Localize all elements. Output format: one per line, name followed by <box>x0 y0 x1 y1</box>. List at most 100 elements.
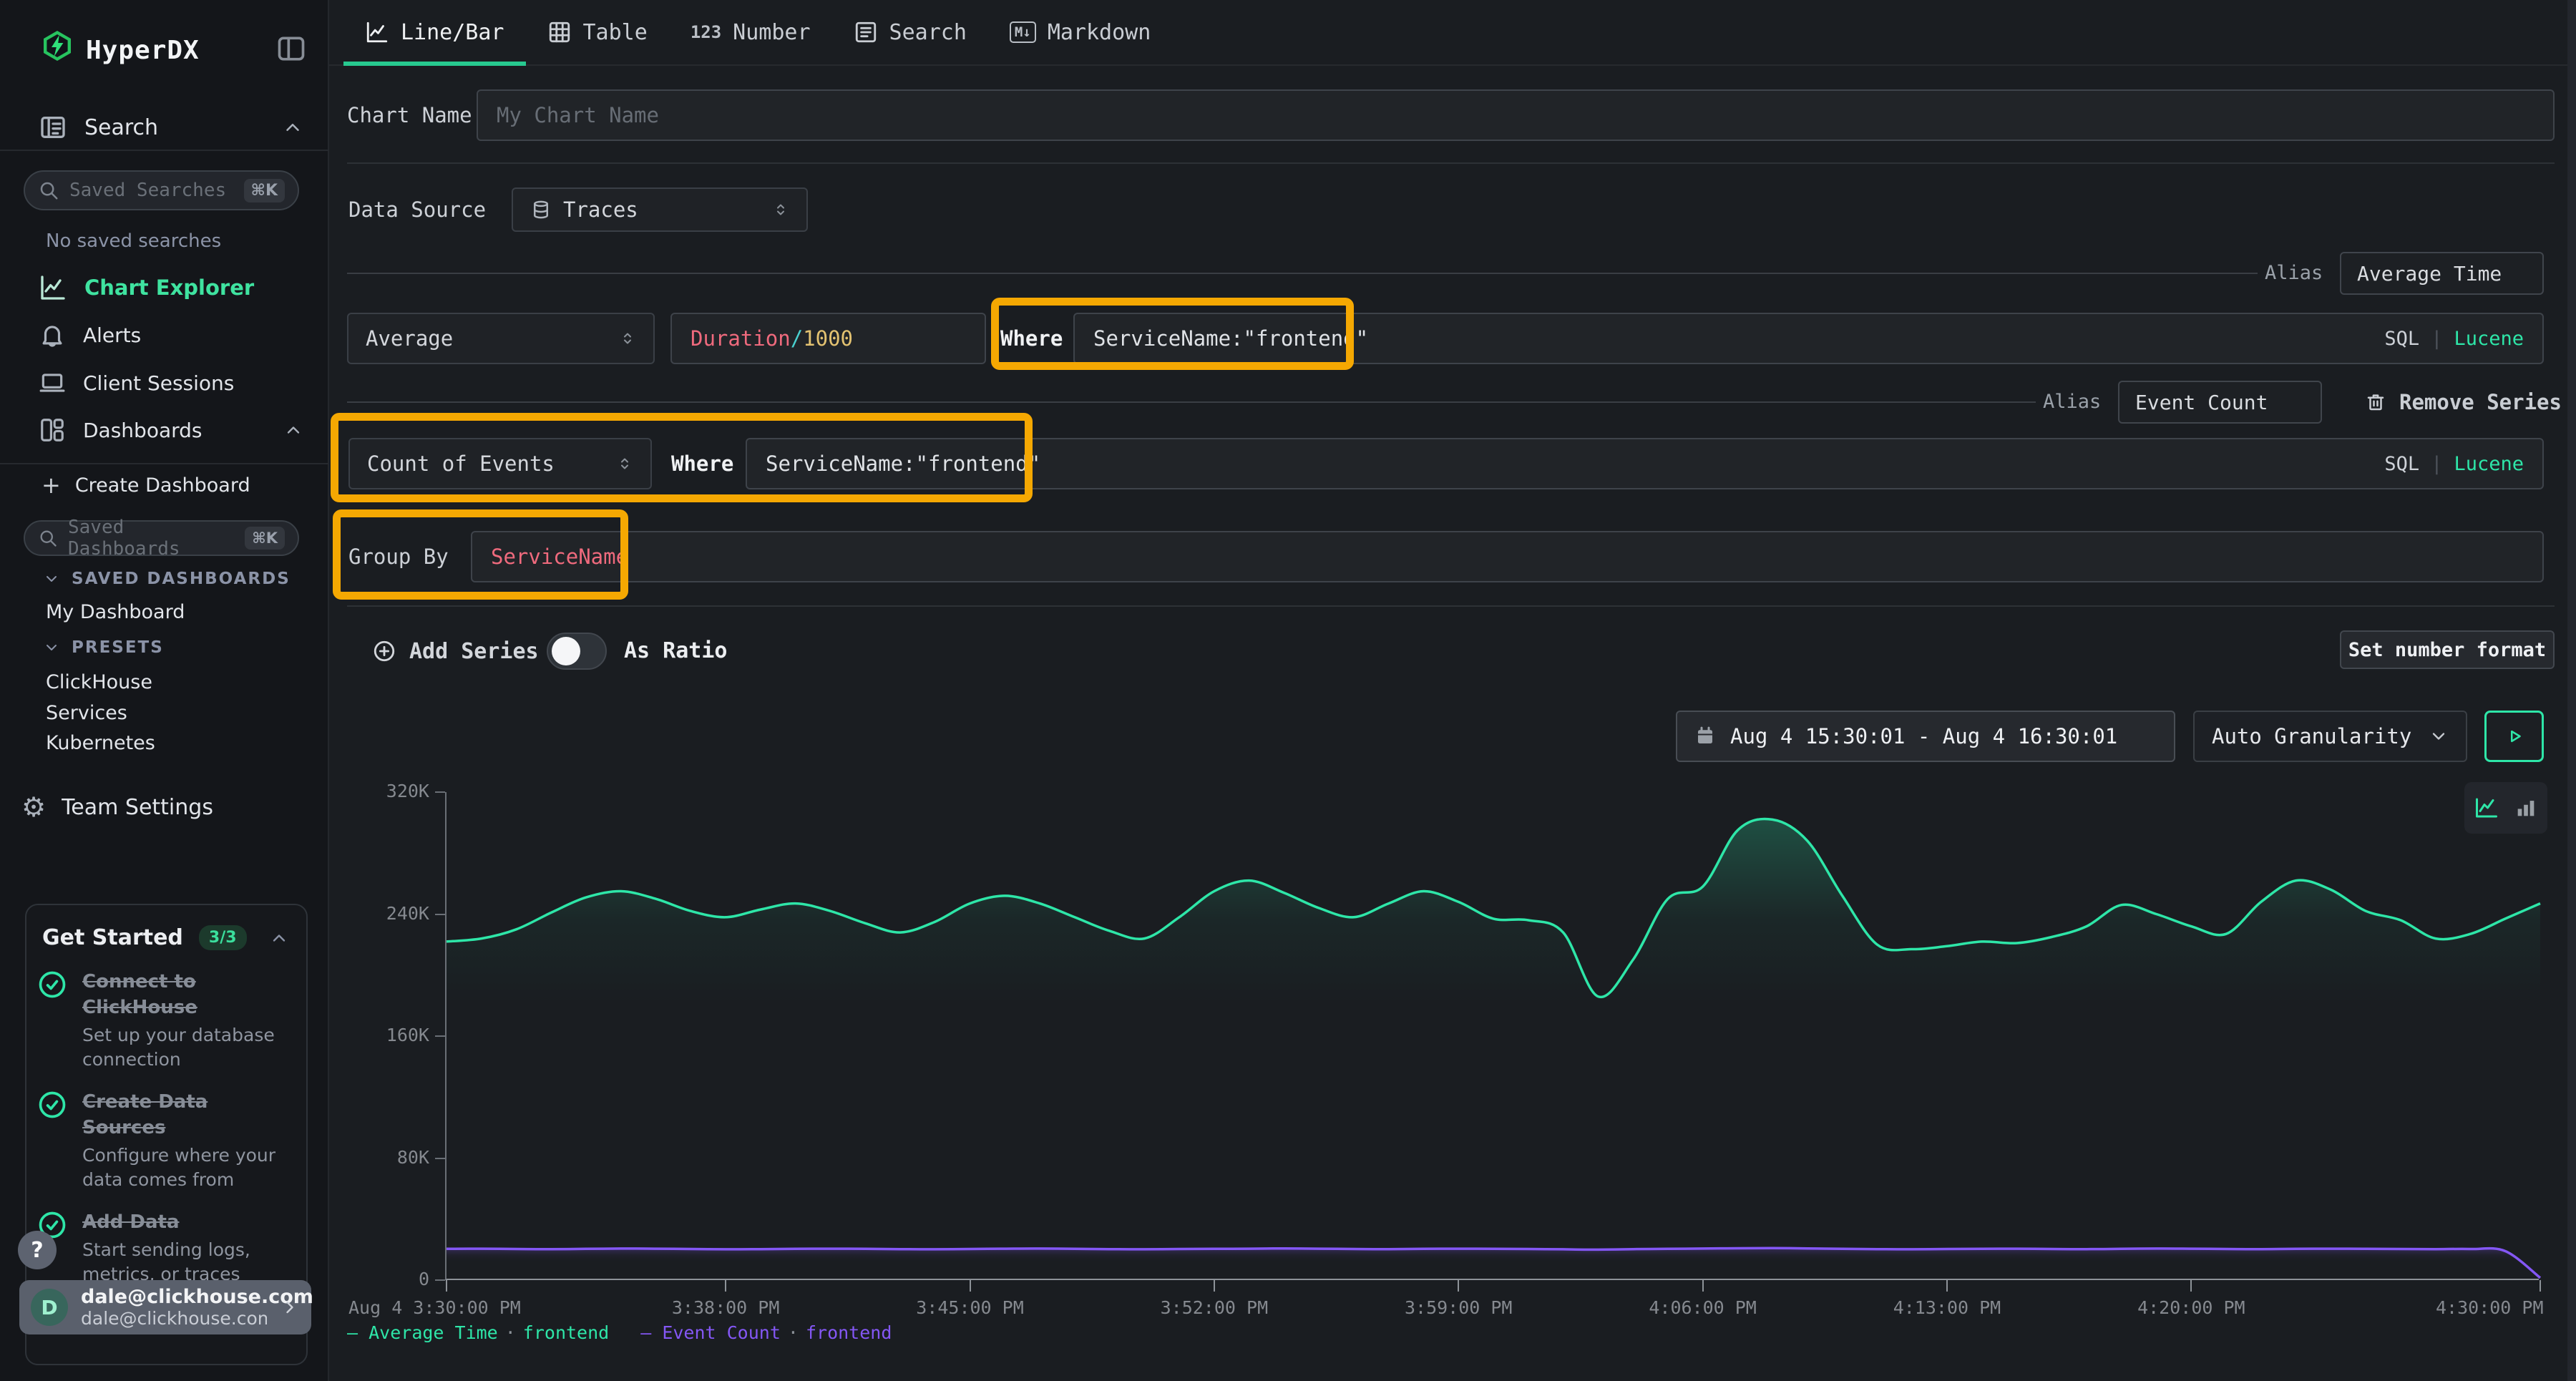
x-axis-label: 3:45:00 PM <box>916 1297 1024 1318</box>
user-card[interactable]: D dale@clickhouse.com dale@clickhouse.co… <box>19 1280 313 1334</box>
y-axis-label: 0 <box>418 1269 429 1289</box>
check-circle-icon <box>36 969 68 1000</box>
client-sessions-label: Client Sessions <box>83 371 235 395</box>
x-axis-label: 4:20:00 PM <box>2137 1297 2245 1318</box>
field-token: Duration <box>691 326 791 351</box>
create-dashboard-button[interactable]: + Create Dashboard <box>42 467 299 504</box>
tab-number[interactable]: 123 Number <box>690 19 811 45</box>
sidebar-item-services[interactable]: Services <box>46 702 127 724</box>
bar-chart-icon[interactable] <box>2514 796 2538 820</box>
sidebar-item-dashboards[interactable]: Dashboards <box>39 410 303 450</box>
field-input[interactable]: Duration/1000 <box>670 313 986 364</box>
sidebar-item-chart-explorer[interactable]: Chart Explorer <box>39 268 303 308</box>
sidebar-item-team-settings[interactable]: ⚙ Team Settings <box>21 787 301 827</box>
get-started-item[interactable]: Connect to ClickHouse Set up your databa… <box>26 957 306 1072</box>
x-axis-label: 4:13:00 PM <box>1893 1297 2001 1318</box>
data-source-select[interactable]: Traces <box>512 187 808 232</box>
alias-label: Alias <box>2265 262 2323 284</box>
x-axis-tick <box>1702 1280 1704 1292</box>
help-button[interactable]: ? <box>18 1231 57 1269</box>
collapse-sidebar-icon[interactable] <box>275 33 307 64</box>
check-circle-icon <box>36 1089 68 1121</box>
avatar: D <box>31 1289 68 1326</box>
plus-icon: + <box>42 472 61 499</box>
updown-chevrons-icon <box>616 455 633 472</box>
check-circle-icon <box>36 1209 68 1241</box>
get-started-item[interactable]: Create Data Sources Configure where your… <box>26 1072 306 1192</box>
chevron-up-icon <box>283 420 303 440</box>
tab-search[interactable]: Search <box>832 0 988 64</box>
chevron-up-icon[interactable] <box>269 928 289 948</box>
dashboards-label: Dashboards <box>83 418 203 442</box>
x-axis-tick <box>969 1280 971 1292</box>
search-icon <box>38 528 58 548</box>
sidebar-item-alerts[interactable]: Alerts <box>39 315 303 355</box>
tab-line-bar[interactable]: Line/Bar <box>343 0 526 66</box>
legend-item-average-time[interactable]: — Average Time · frontend <box>347 1322 610 1343</box>
chart-style-toggle <box>2464 782 2547 834</box>
presets-header: PRESETS <box>72 638 164 657</box>
granularity-value: Auto Granularity <box>2212 724 2412 748</box>
set-number-format-button[interactable]: Set number format <box>2340 630 2555 669</box>
trash-icon <box>2365 391 2386 413</box>
get-started-item[interactable]: Add Data Start sending logs, metrics, or… <box>26 1192 306 1287</box>
tab-table[interactable]: Table <box>526 0 669 64</box>
lucene-toggle[interactable]: Lucene <box>2454 452 2524 475</box>
time-range-picker[interactable]: Aug 4 15:30:01 - Aug 4 16:30:01 <box>1676 711 2175 762</box>
sql-toggle[interactable]: SQL <box>2384 452 2420 475</box>
add-series-button[interactable]: Add Series <box>372 633 539 670</box>
as-ratio-label: As Ratio <box>624 638 728 663</box>
aggregation-select[interactable]: Count of Events <box>348 438 652 489</box>
section-divider <box>347 605 2555 607</box>
chart-name-input[interactable]: My Chart Name <box>477 89 2555 141</box>
sidebar-item-client-sessions[interactable]: Client Sessions <box>39 363 303 403</box>
chart-name-placeholder: My Chart Name <box>497 103 659 127</box>
chart-name-label: Chart Name <box>347 103 472 127</box>
sidebar-section-search[interactable]: Search <box>39 107 303 147</box>
line-chart-icon[interactable] <box>2474 795 2499 821</box>
user-email: dale@clickhouse.com <box>81 1286 313 1308</box>
calendar-icon <box>1694 726 1716 747</box>
sidebar-item-my-dashboard[interactable]: My Dashboard <box>46 601 185 623</box>
saved-dashboards-placeholder: Saved Dashboards <box>68 517 180 560</box>
tab-markdown[interactable]: M↓ Markdown <box>988 0 1172 64</box>
group-by-label: Group By <box>348 545 449 569</box>
presets-section[interactable]: PRESETS <box>43 638 164 657</box>
where-input[interactable]: ServiceName:"frontend" SQL | Lucene <box>1073 313 2544 364</box>
plus-circle-icon <box>372 639 396 663</box>
number-123-icon: 123 <box>690 22 722 42</box>
scrollbar[interactable] <box>2567 0 2576 1381</box>
saved-dashboards-section[interactable]: SAVED DASHBOARDS <box>43 570 291 588</box>
alias-separator <box>347 273 2258 274</box>
sidebar-item-kubernetes[interactable]: Kubernetes <box>46 732 155 754</box>
section-divider <box>347 162 2555 164</box>
time-range-value: Aug 4 15:30:01 - Aug 4 16:30:01 <box>1730 724 2118 748</box>
lucene-toggle[interactable]: Lucene <box>2454 327 2524 350</box>
search-icon <box>38 180 59 201</box>
line-chart-icon <box>366 21 388 43</box>
alias-input[interactable]: Average Time <box>2340 252 2544 295</box>
group-by-input[interactable]: ServiceName <box>471 531 2544 582</box>
sidebar-item-clickhouse[interactable]: ClickHouse <box>46 671 152 693</box>
y-axis-label: 320K <box>386 781 429 801</box>
sidebar-divider <box>0 463 329 464</box>
run-query-button[interactable] <box>2484 711 2544 762</box>
x-axis-tick <box>2540 1280 2541 1292</box>
legend-item-event-count[interactable]: — Event Count · frontend <box>640 1322 892 1343</box>
hyperdx-logo-icon <box>40 29 74 63</box>
as-ratio-toggle[interactable] <box>547 633 607 670</box>
get-started-title: Get Started <box>42 925 183 950</box>
timeseries-chart[interactable]: 320K 240K 160K 80K 0 Aug 4 3:30:00 PM 3:38:00 … <box>348 781 2544 1318</box>
toggle-knob <box>552 637 580 665</box>
chart-legend: — Average Time · frontend — Event Count · fr… <box>347 1322 892 1343</box>
granularity-select[interactable]: Auto Granularity <box>2193 711 2467 762</box>
sql-toggle[interactable]: SQL <box>2384 327 2420 350</box>
get-started-badge: 3/3 <box>198 925 247 950</box>
saved-searches-input[interactable]: Saved Searches ⌘K <box>24 170 299 210</box>
where-input[interactable]: ServiceName:"frontend" SQL | Lucene <box>746 438 2544 489</box>
remove-series-button[interactable]: Remove Series <box>2365 381 2562 424</box>
alias-input[interactable]: Event Count <box>2118 381 2322 424</box>
aggregation-select[interactable]: Average <box>347 313 655 364</box>
saved-dashboards-input[interactable]: Saved Dashboards ⌘K <box>24 517 299 560</box>
